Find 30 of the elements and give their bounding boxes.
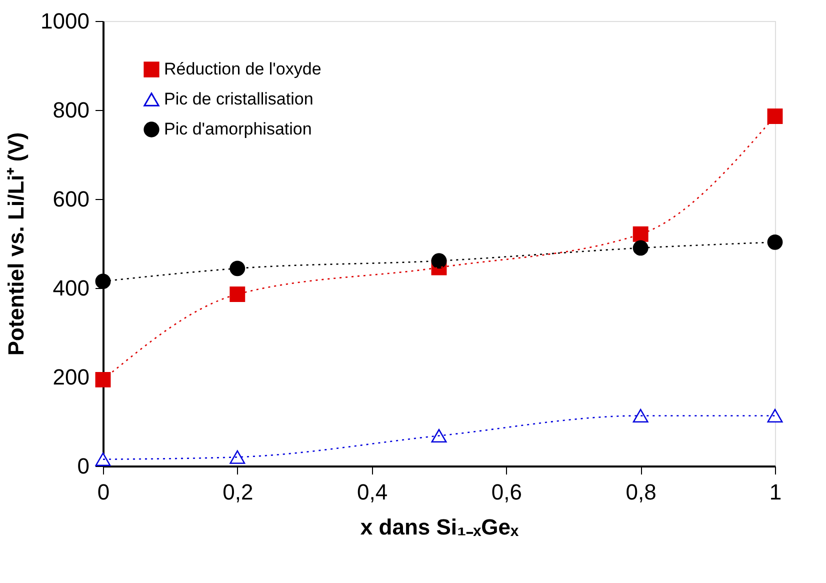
x-tick-label: 0,2 xyxy=(222,480,254,504)
x-tick-label: 0,6 xyxy=(491,480,522,504)
point xyxy=(230,286,246,302)
legend-label: Pic d'amorphisation xyxy=(164,120,312,138)
point xyxy=(230,450,246,464)
x-axis-title: x dans Si₁₋ₓGeₓ xyxy=(360,514,520,540)
y-tick-label: 800 xyxy=(52,98,90,122)
point xyxy=(632,240,648,256)
legend-label: Pic de cristallisation xyxy=(164,90,314,108)
point xyxy=(95,372,111,388)
point xyxy=(632,408,648,422)
point xyxy=(431,428,447,443)
y-tick-label: 400 xyxy=(52,276,90,300)
point xyxy=(431,253,447,269)
y-axis-title: Potentiel vs. Li/Li⁺ (V) xyxy=(4,132,29,356)
legend-label: Réduction de l'oxyde xyxy=(164,60,322,78)
x-tick-label: 0,4 xyxy=(357,480,388,504)
x-tick-label: 0,8 xyxy=(626,480,656,504)
y-tick-label: 600 xyxy=(52,186,90,212)
point xyxy=(632,226,648,242)
point xyxy=(767,108,783,124)
point xyxy=(767,234,783,250)
point xyxy=(230,260,246,276)
x-tick-label: 1 xyxy=(769,480,782,504)
x-tick-label: 0 xyxy=(97,480,110,504)
point xyxy=(95,274,111,290)
y-tick-label: 0 xyxy=(77,454,90,478)
y-tick-label: 200 xyxy=(52,364,90,390)
point xyxy=(767,408,783,422)
y-tick-label: 1000 xyxy=(40,8,90,34)
